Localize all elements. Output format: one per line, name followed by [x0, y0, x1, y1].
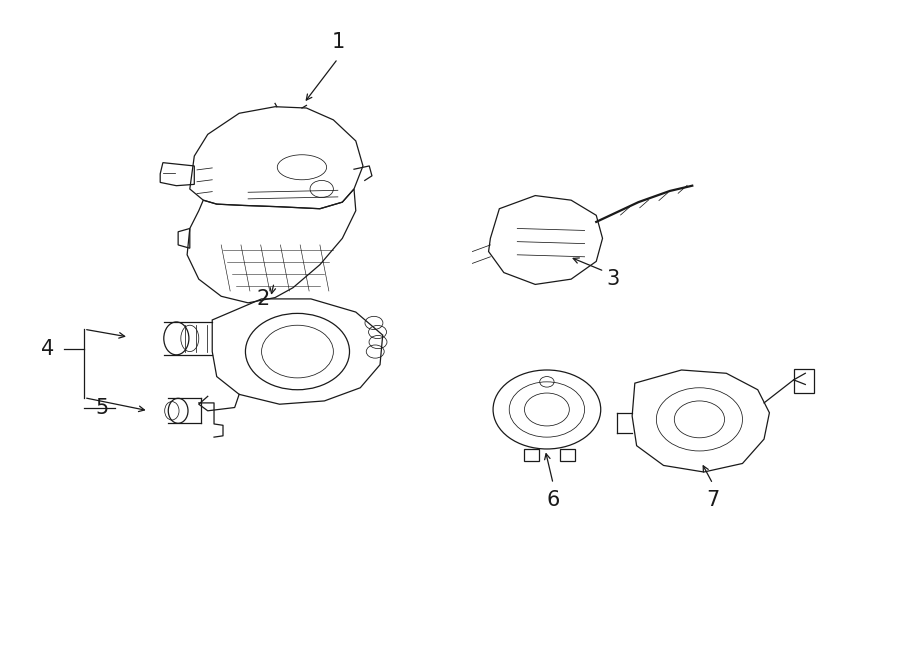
Text: 3: 3 [607, 269, 620, 289]
Text: 2: 2 [256, 289, 270, 309]
Text: 1: 1 [331, 32, 345, 52]
Text: 5: 5 [95, 398, 109, 418]
Text: 6: 6 [546, 490, 560, 510]
Text: 4: 4 [41, 339, 55, 359]
Text: 7: 7 [706, 490, 719, 510]
